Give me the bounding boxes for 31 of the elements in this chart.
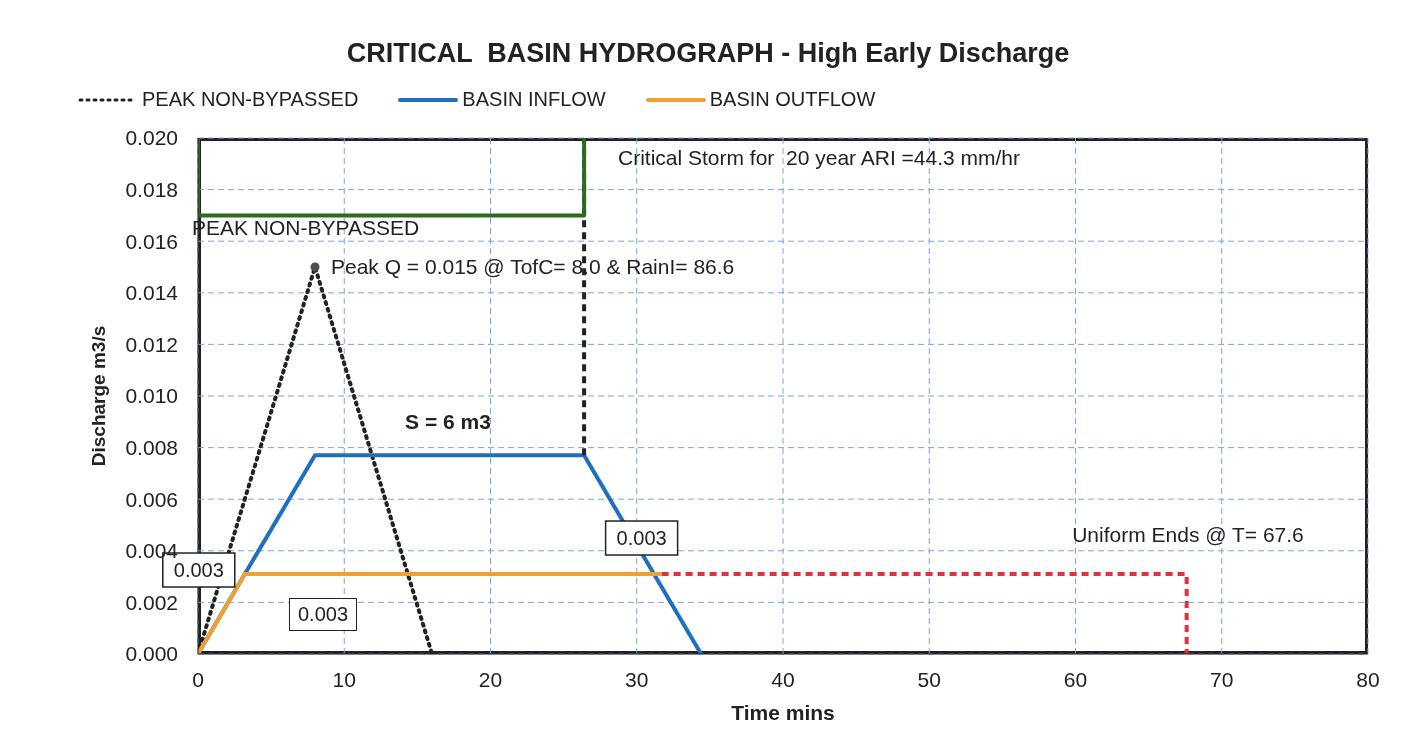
y-tick-label: 0.010 bbox=[125, 384, 178, 408]
x-tick-label: 30 bbox=[625, 667, 649, 691]
y-tick-label: 0.018 bbox=[125, 178, 178, 202]
annotation: S = 6 m3 bbox=[405, 410, 491, 434]
y-tick-label: 0.008 bbox=[125, 436, 178, 460]
x-tick-label: 80 bbox=[1356, 667, 1380, 691]
y-tick-label: 0.012 bbox=[125, 332, 178, 356]
annotation: 0.003 bbox=[616, 527, 667, 550]
legend-label: BASIN INFLOW bbox=[462, 88, 606, 111]
annotation: Uniform Ends @ T= 67.6 bbox=[1072, 523, 1304, 547]
y-axis-title: Discharge m3/s bbox=[87, 325, 109, 467]
x-tick-label: 50 bbox=[917, 667, 941, 691]
y-tick-label: 0.002 bbox=[125, 590, 178, 614]
x-axis-title: Time mins bbox=[731, 701, 835, 724]
x-tick-label: 0 bbox=[192, 667, 204, 691]
y-tick-label: 0.000 bbox=[125, 642, 178, 666]
y-tick-label: 0.014 bbox=[125, 281, 179, 305]
legend-label: PEAK NON-BYPASSED bbox=[142, 88, 359, 111]
x-tick-label: 60 bbox=[1063, 667, 1088, 691]
x-tick-label: 40 bbox=[771, 667, 795, 691]
annotation: Critical Storm for 20 year ARI =44.3 mm/hr bbox=[618, 146, 1021, 170]
x-tick-label: 10 bbox=[332, 667, 356, 691]
x-tick-label: 70 bbox=[1210, 667, 1234, 691]
y-tick-label: 0.020 bbox=[125, 126, 178, 150]
y-tick-label: 0.016 bbox=[125, 229, 178, 253]
chart-title: CRITICAL BASIN HYDROGRAPH - High Early Discharge bbox=[345, 38, 1071, 69]
y-tick-label: 0.006 bbox=[125, 487, 178, 511]
annotation: 0.003 bbox=[288, 598, 358, 631]
legend-label: BASIN OUTFLOW bbox=[709, 88, 876, 111]
x-tick-label: 20 bbox=[478, 667, 503, 691]
annotation: Peak Q = 0.015 @ TofC= 8.0 & RainI= 86.6 bbox=[331, 255, 735, 278]
